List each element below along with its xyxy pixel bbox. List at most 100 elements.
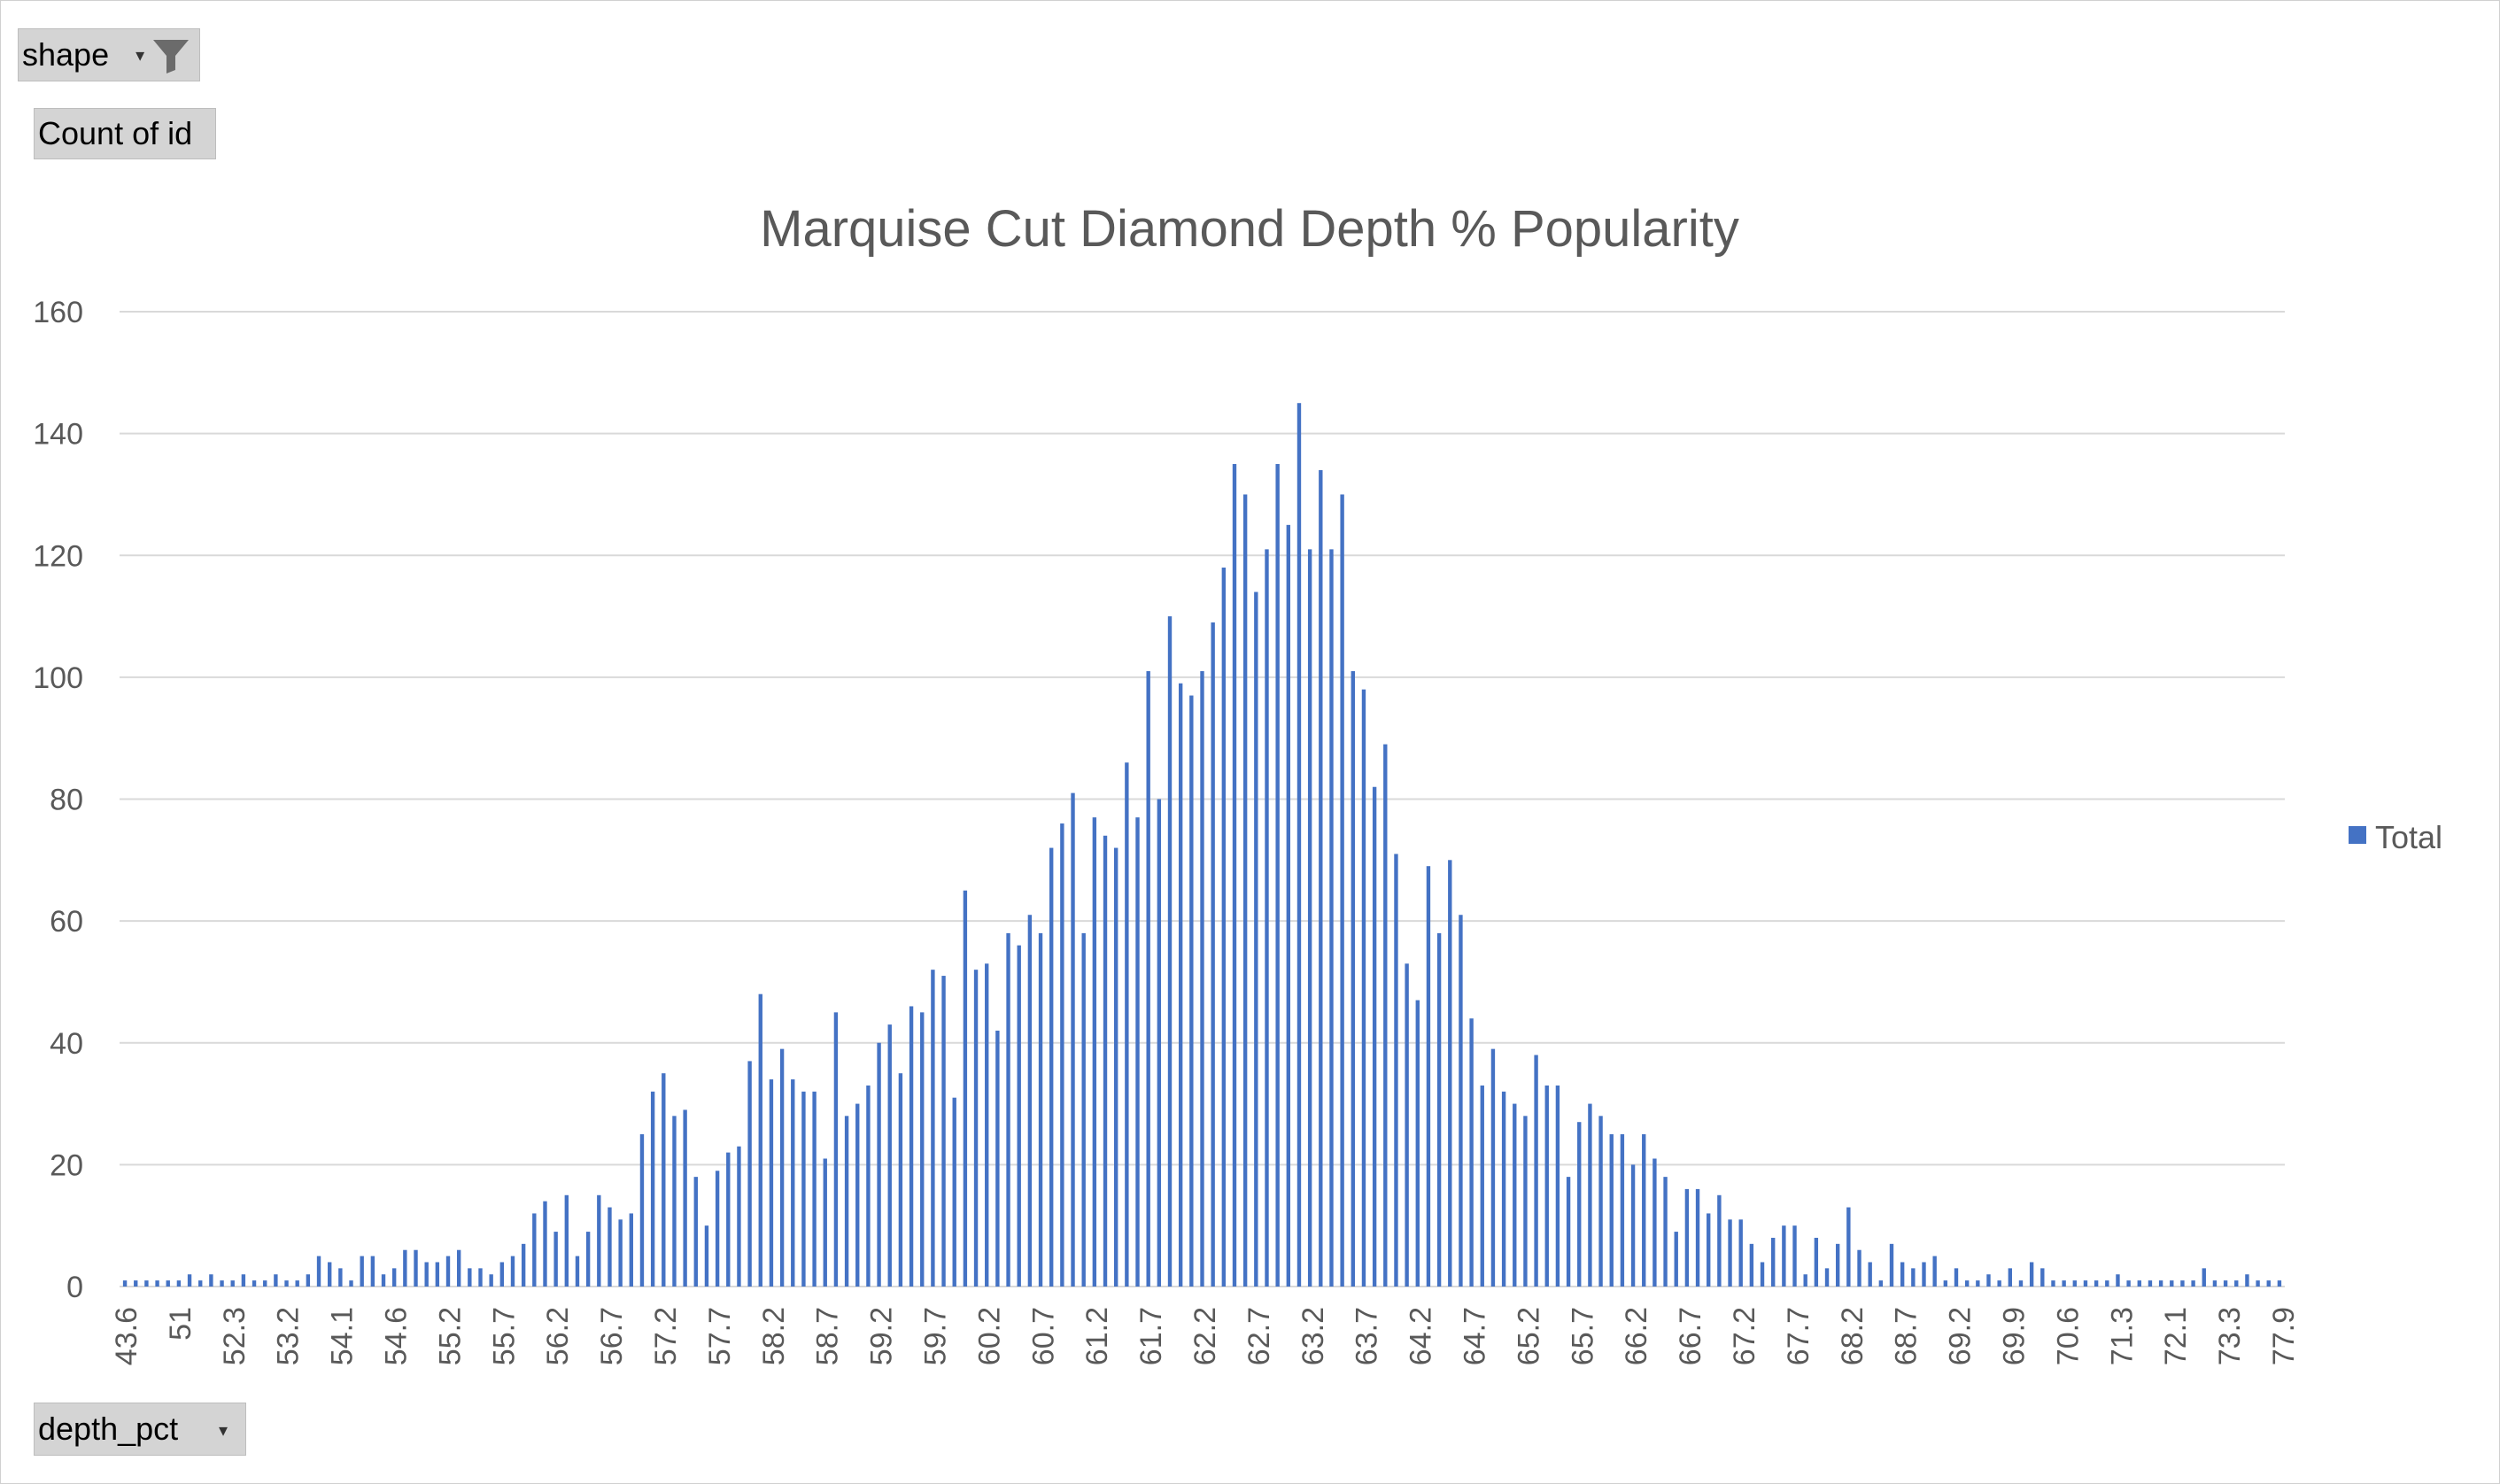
bar <box>1490 1048 1496 1287</box>
bar <box>2148 1280 2153 1287</box>
bar <box>2072 1280 2077 1287</box>
bar <box>963 890 968 1287</box>
bar <box>618 1219 623 1287</box>
bar <box>1157 799 1162 1287</box>
bar <box>2116 1274 2120 1287</box>
bar <box>1125 762 1129 1287</box>
bar <box>1459 915 1463 1287</box>
bar <box>2029 1262 2034 1287</box>
bar <box>737 1146 741 1287</box>
x-tick-label: 63.7 <box>1351 1307 1384 1365</box>
bar <box>1329 549 1334 1287</box>
bar <box>1566 1177 1571 1287</box>
x-tick-label: 64.7 <box>1459 1307 1492 1365</box>
bar <box>1513 1103 1517 1287</box>
bar <box>370 1256 375 1287</box>
bar <box>381 1274 386 1287</box>
bar <box>1242 494 1248 1287</box>
y-tick-label: 80 <box>50 784 83 817</box>
bar <box>1598 1116 1603 1287</box>
bar <box>1254 591 1258 1287</box>
value-field-label: Count of id <box>38 115 193 151</box>
bar <box>306 1274 311 1287</box>
x-tick-label: 69.9 <box>1998 1307 2032 1365</box>
x-tick-label: 56.7 <box>595 1307 629 1365</box>
bar <box>1135 817 1140 1287</box>
x-tick-label: 59.2 <box>865 1307 899 1365</box>
x-tick-label: 61.7 <box>1134 1307 1168 1365</box>
bar <box>597 1194 601 1287</box>
filter-icon[interactable] <box>151 36 190 75</box>
bar <box>1544 1085 1549 1287</box>
bar <box>1717 1194 1722 1287</box>
bar <box>1803 1274 1807 1287</box>
bar <box>1448 860 1452 1287</box>
bar <box>683 1109 687 1287</box>
bar <box>650 1091 655 1287</box>
x-tick-label: 53.2 <box>272 1307 306 1365</box>
x-tick-label: 58.2 <box>757 1307 791 1365</box>
bar <box>877 1042 881 1287</box>
x-tick-label: 54.6 <box>380 1307 414 1365</box>
bar <box>2018 1280 2024 1287</box>
x-tick-label: 55.2 <box>433 1307 467 1365</box>
bar <box>2202 1268 2206 1287</box>
x-tick-label: 65.2 <box>1512 1307 1545 1365</box>
bar <box>833 1012 839 1287</box>
bar <box>1684 1188 1690 1287</box>
bar <box>1695 1188 1700 1287</box>
bar <box>1976 1280 1980 1287</box>
x-tick-label: 69.2 <box>1944 1307 1978 1365</box>
bar <box>1534 1055 1538 1287</box>
bar <box>176 1280 182 1287</box>
bar <box>855 1103 860 1287</box>
y-tick-label: 20 <box>50 1148 83 1182</box>
bar <box>2126 1280 2131 1287</box>
bar <box>758 993 762 1287</box>
shape-filter-button[interactable]: shape ▾ <box>18 28 200 81</box>
bar <box>941 976 946 1287</box>
bar <box>1071 792 1075 1287</box>
bar <box>521 1243 526 1287</box>
bar <box>1415 1000 1420 1287</box>
bars <box>122 403 2282 1287</box>
value-field-button[interactable]: Count of id <box>34 108 216 159</box>
bar <box>887 1024 892 1287</box>
y-tick-label: 60 <box>50 905 83 939</box>
x-tick-label: 68.2 <box>1836 1307 1869 1365</box>
bar <box>1932 1256 1937 1287</box>
bar <box>349 1280 353 1287</box>
bar <box>608 1207 612 1287</box>
y-tick-label: 100 <box>33 661 83 695</box>
bar <box>2094 1280 2099 1287</box>
bar <box>2062 1280 2066 1287</box>
x-tick-label: 68.7 <box>1890 1307 1923 1365</box>
x-tick-label: 64.2 <box>1405 1307 1438 1365</box>
bar <box>1372 786 1377 1287</box>
bar <box>1436 932 1442 1287</box>
bar <box>1307 549 1312 1287</box>
bar <box>1319 469 1323 1287</box>
bar <box>1017 945 1021 1287</box>
dropdown-arrow-icon: ▾ <box>218 1421 228 1441</box>
y-axis-ticks: 0 20 40 60 80 100 120 140 160 <box>33 296 83 1304</box>
bar <box>2051 1280 2055 1287</box>
bar <box>1889 1243 1894 1287</box>
x-tick-label: 73.3 <box>2213 1307 2247 1365</box>
bar <box>2234 1280 2239 1287</box>
bar <box>1771 1237 1776 1287</box>
bar <box>791 1079 795 1287</box>
bar <box>844 1116 849 1287</box>
bar <box>510 1256 515 1287</box>
bar <box>715 1171 720 1287</box>
x-tick-label: 54.1 <box>326 1307 360 1365</box>
bar <box>931 970 935 1287</box>
bar <box>1922 1262 1926 1287</box>
axis-field-button[interactable]: depth_pct ▾ <box>34 1403 246 1456</box>
x-tick-label: 59.7 <box>919 1307 953 1365</box>
bar <box>866 1085 871 1287</box>
bar <box>1501 1091 1506 1287</box>
x-tick-label: 56.2 <box>541 1307 575 1365</box>
x-tick-label: 62.7 <box>1242 1307 1276 1365</box>
bar <box>2040 1268 2045 1287</box>
